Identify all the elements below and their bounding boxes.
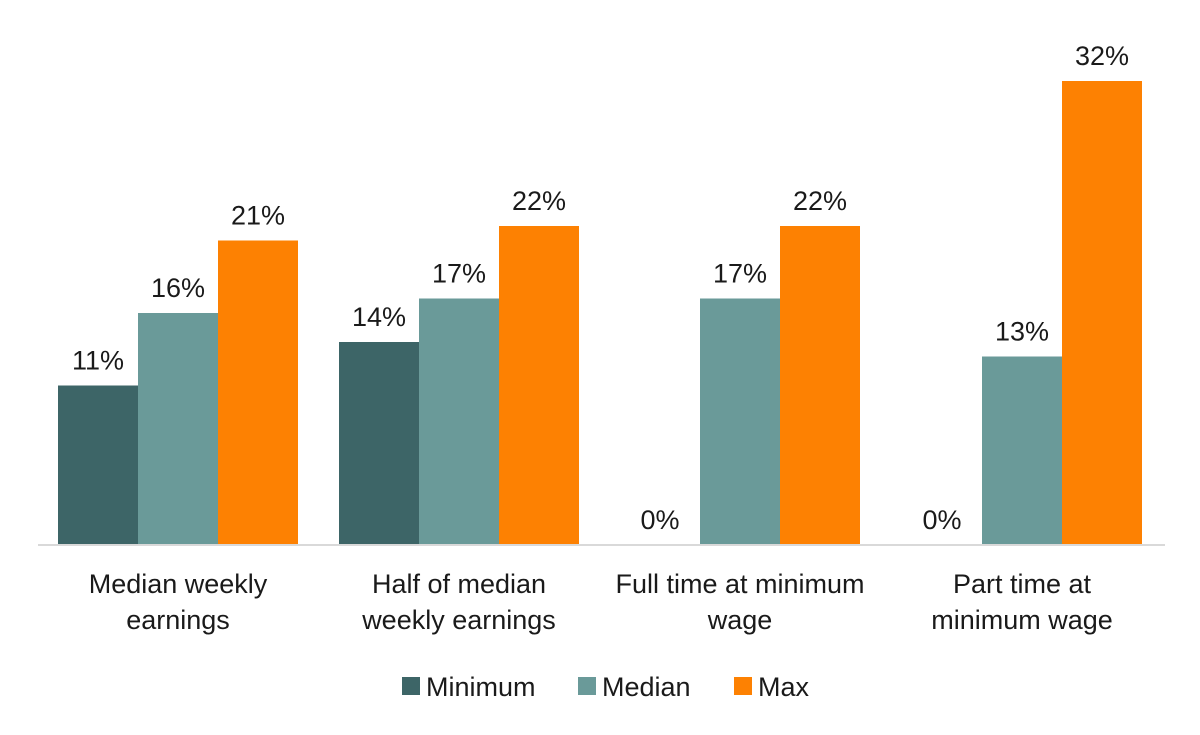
category-label-line: weekly earnings [361, 605, 556, 635]
category-label-line: earnings [126, 605, 230, 635]
value-label-minimum-3: 0% [922, 505, 961, 535]
value-label-max-2: 22% [793, 186, 847, 216]
bar-median-1 [419, 298, 499, 545]
value-label-minimum-2: 0% [640, 505, 679, 535]
bar-median-3 [982, 356, 1062, 545]
legend-item-median: Median [578, 672, 691, 702]
bar-max-0 [218, 240, 298, 545]
bar-minimum-0 [58, 385, 138, 545]
bar-max-2 [780, 226, 860, 545]
value-label-median-0: 16% [151, 273, 205, 303]
value-label-minimum-1: 14% [352, 302, 406, 332]
category-label-line: minimum wage [931, 605, 1113, 635]
legend: Minimum Median Max [402, 672, 810, 702]
category-label-1: Half of median weekly earnings [361, 569, 556, 635]
bars-layer [58, 81, 1142, 545]
value-label-max-1: 22% [512, 186, 566, 216]
category-labels-layer: Median weekly earnings Half of median weekl… [89, 569, 1113, 635]
value-label-median-1: 17% [432, 259, 486, 289]
bar-max-3 [1062, 81, 1142, 545]
value-label-max-3: 32% [1075, 41, 1129, 71]
legend-item-minimum: Minimum [402, 672, 536, 702]
value-label-minimum-0: 11% [72, 346, 124, 376]
category-label-line: Full time at minimum [615, 569, 864, 599]
legend-label-max: Max [758, 672, 810, 702]
category-label-line: wage [707, 605, 773, 635]
category-label-line: Half of median [372, 569, 546, 599]
category-label-0: Median weekly earnings [89, 569, 268, 635]
legend-swatch-max [734, 677, 752, 695]
value-label-max-0: 21% [231, 201, 285, 231]
category-label-3: Part time at minimum wage [931, 569, 1113, 635]
category-label-line: Part time at [953, 569, 1092, 599]
category-label-line: Median weekly [89, 569, 268, 599]
bar-minimum-1 [339, 342, 419, 545]
value-labels-layer: 11% 14% 0% 0% 16% 17% 17% 13% 21% 22% 22% 32% [72, 41, 1129, 535]
legend-swatch-median [578, 677, 596, 695]
bar-median-0 [138, 313, 218, 545]
bar-median-2 [700, 298, 780, 545]
bar-max-1 [499, 226, 579, 545]
legend-label-minimum: Minimum [426, 672, 536, 702]
legend-label-median: Median [602, 672, 691, 702]
legend-item-max: Max [734, 672, 810, 702]
category-label-2: Full time at minimum wage [615, 569, 864, 635]
value-label-median-2: 17% [713, 259, 767, 289]
value-label-median-3: 13% [995, 317, 1049, 347]
legend-swatch-minimum [402, 677, 420, 695]
